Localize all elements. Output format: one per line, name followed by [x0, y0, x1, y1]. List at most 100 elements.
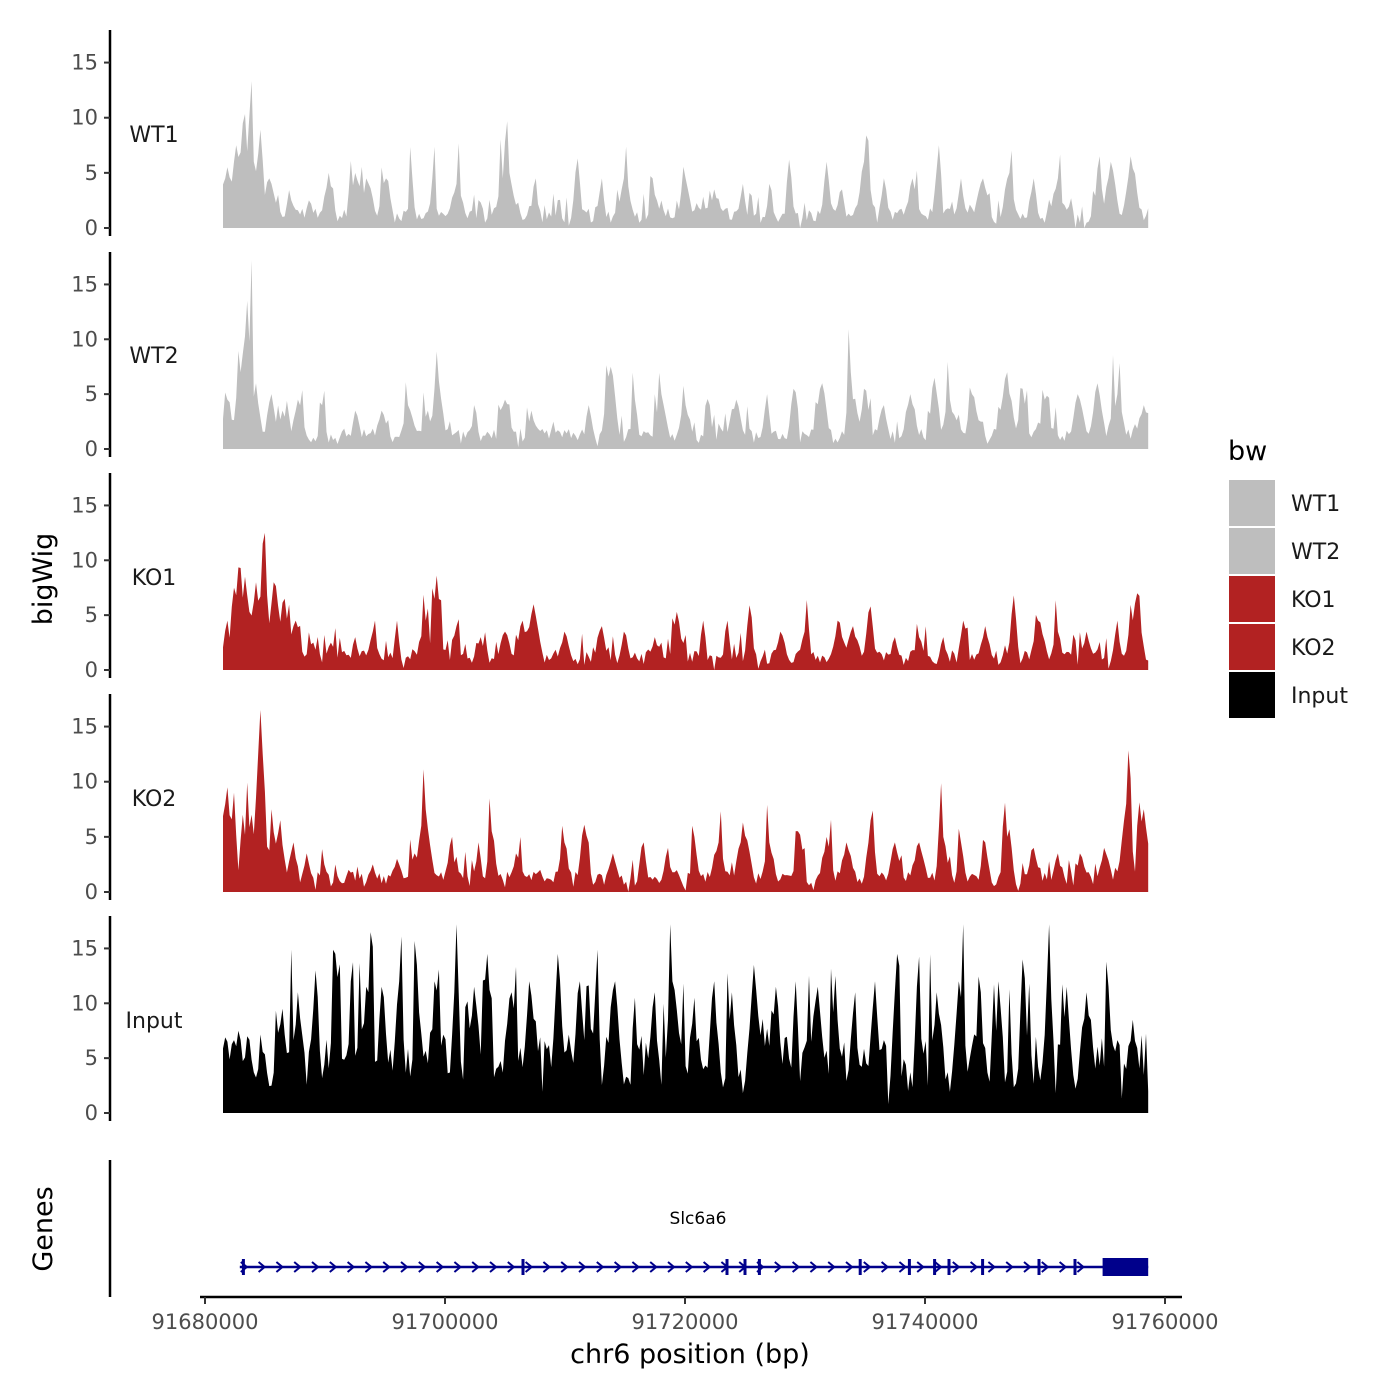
- strand-arrow: [827, 1261, 836, 1273]
- legend-swatch-wt2: [1229, 528, 1275, 574]
- x-tick-label: 91740000: [872, 1310, 979, 1334]
- strand-arrow: [453, 1261, 462, 1273]
- track-label: WT2: [129, 344, 178, 369]
- strand-arrow: [257, 1261, 267, 1273]
- strand-arrow: [311, 1261, 320, 1273]
- legend-label: WT2: [1291, 540, 1340, 565]
- legend-swatch-input: [1229, 672, 1275, 718]
- x-axis-title: chr6 position (bp): [570, 1339, 810, 1370]
- strand-arrow: [952, 1261, 961, 1273]
- strand-arrow: [435, 1261, 445, 1273]
- x-tick-label: 91680000: [152, 1310, 259, 1334]
- y-tick-label: 10: [71, 327, 98, 351]
- strand-arrow: [293, 1261, 302, 1273]
- legend-swatch-wt1: [1229, 480, 1275, 526]
- exon-mark: [981, 1259, 985, 1275]
- exon-mark: [907, 1259, 911, 1275]
- track-wt2: 0 5 10 15 WT2: [71, 252, 1149, 461]
- strand-arrow: [969, 1261, 979, 1273]
- legend-swatch-ko1: [1229, 576, 1275, 622]
- legend-swatch-ko2: [1229, 624, 1275, 670]
- y-tick-label: 5: [85, 382, 98, 406]
- strand-arrow: [667, 1261, 676, 1273]
- track-label: Input: [126, 1009, 183, 1034]
- y-tick-label: 0: [85, 1101, 98, 1125]
- exon-mark: [241, 1259, 245, 1275]
- exon-mark: [521, 1259, 525, 1275]
- genes-track-title: Genes: [28, 1186, 59, 1271]
- y-tick-label: 15: [71, 936, 98, 960]
- y-tick-label: 0: [85, 437, 98, 461]
- y-tick-label: 15: [71, 51, 98, 75]
- track-wt1: 0 5 10 15 WT1: [71, 30, 1149, 240]
- signal-area-ko1: [223, 532, 1149, 670]
- strand-arrow: [845, 1261, 854, 1273]
- utr-block: [1102, 1258, 1149, 1276]
- strand-arrow: [560, 1261, 569, 1273]
- strand-arrow: [934, 1261, 943, 1273]
- y-tick-label: 15: [71, 715, 98, 739]
- strand-arrow: [916, 1261, 925, 1273]
- y-tick-label: 0: [85, 658, 98, 682]
- strand-arrow: [542, 1261, 551, 1273]
- exon-mark: [933, 1259, 937, 1275]
- strand-arrow: [471, 1261, 480, 1273]
- exon-mark: [757, 1259, 761, 1275]
- y-tick-label: 10: [71, 770, 98, 794]
- exon-mark: [1073, 1259, 1077, 1275]
- strand-arrow: [863, 1261, 872, 1273]
- strand-arrow: [987, 1261, 996, 1273]
- genes-track: Genes Slc6a6: [28, 1160, 1149, 1297]
- strand-arrow: [791, 1261, 801, 1273]
- strand-arrow: [346, 1261, 356, 1273]
- strand-arrow: [400, 1261, 409, 1273]
- exon-mark: [947, 1259, 951, 1275]
- exon-mark: [858, 1259, 862, 1275]
- strand-arrow: [364, 1261, 373, 1273]
- exon-mark: [725, 1259, 729, 1275]
- exon-mark: [1037, 1259, 1041, 1275]
- x-tick-label: 91760000: [1112, 1310, 1219, 1334]
- strand-arrow: [524, 1261, 534, 1273]
- signal-area-wt1: [223, 81, 1149, 228]
- track-input: 0 5 10 15 Input: [71, 916, 1149, 1125]
- y-tick-label: 5: [85, 161, 98, 185]
- y-tick-label: 0: [85, 216, 98, 240]
- legend: bw WT1 WT2 KO1 KO2 Input: [1228, 436, 1348, 718]
- gene-name-label: Slc6a6: [670, 1209, 727, 1229]
- y-tick-label: 15: [71, 493, 98, 517]
- y-tick-label: 5: [85, 603, 98, 627]
- strand-arrow: [649, 1261, 658, 1273]
- signal-area-input: [223, 924, 1149, 1113]
- y-tick-label: 10: [71, 991, 98, 1015]
- track-ko2: 0 5 10 15 KO2: [71, 694, 1149, 904]
- track-label: KO2: [132, 787, 177, 812]
- legend-title: bw: [1228, 436, 1267, 467]
- y-tick-label: 10: [71, 548, 98, 572]
- strand-arrow: [613, 1261, 623, 1273]
- strand-arrow: [418, 1261, 427, 1273]
- strand-arrow: [275, 1261, 284, 1273]
- x-axis: 91680000 91700000 91720000 91740000 91760000: [152, 1295, 1219, 1334]
- strand-arrow: [329, 1261, 338, 1273]
- strand-arrow: [1041, 1261, 1050, 1273]
- strand-arrow: [774, 1261, 783, 1273]
- x-tick-label: 91700000: [392, 1310, 499, 1334]
- strand-arrow: [578, 1261, 587, 1273]
- legend-label: KO2: [1291, 636, 1336, 661]
- signal-area-wt2: [223, 260, 1149, 449]
- strand-arrow: [1058, 1261, 1068, 1273]
- strand-arrow: [898, 1261, 907, 1273]
- strand-arrow: [809, 1261, 818, 1273]
- strand-arrow: [382, 1261, 391, 1273]
- track-label: WT1: [129, 123, 178, 148]
- signal-tracks: 0 5 10 15 WT1 0 5 10 15 WT2 0 5 10 15 KO1 0 5 10 15 KO2 0 5 10…: [71, 30, 1149, 1125]
- strand-arrow: [596, 1261, 605, 1273]
- legend-label: KO1: [1291, 588, 1336, 613]
- y-tick-label: 10: [71, 106, 98, 130]
- track-label: KO1: [132, 566, 177, 591]
- exon-mark: [743, 1259, 747, 1275]
- signal-area-ko2: [223, 710, 1149, 892]
- y-tick-label: 5: [85, 1046, 98, 1070]
